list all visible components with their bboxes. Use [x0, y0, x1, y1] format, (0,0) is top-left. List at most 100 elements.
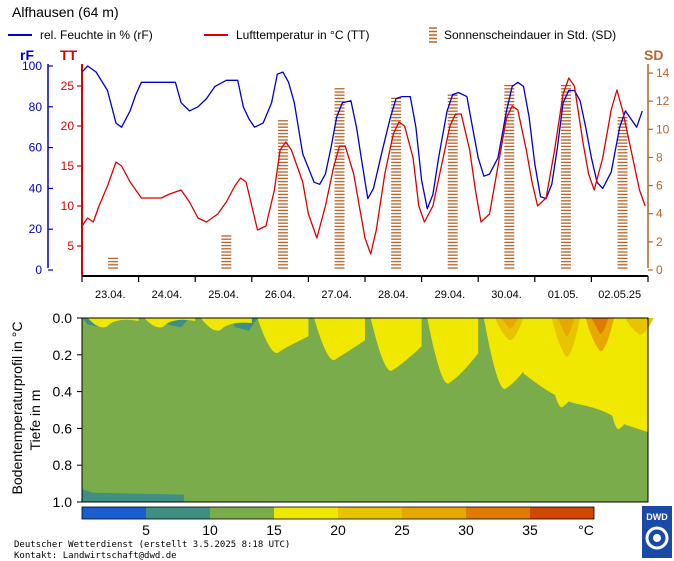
colorbar-tick-label: 5: [142, 522, 150, 538]
tt-tick-label: 10: [61, 199, 75, 213]
sd-tick-label: 14: [656, 66, 670, 80]
rh-series-line: [81, 65, 643, 210]
depth-tick-label: 1.0: [53, 494, 73, 510]
soil-warm-lobe: [314, 318, 365, 361]
colorbar-unit: °C: [578, 522, 594, 538]
colorbar-tick-label: 25: [394, 522, 410, 538]
colorbar-swatch: [210, 507, 274, 519]
soil-warm-lobe: [483, 318, 535, 390]
sunshine-bar: [334, 88, 345, 269]
soil-cool-deep-layer: [82, 489, 184, 502]
rh-tick-label: 60: [29, 141, 43, 155]
sd-tick-label: 10: [656, 122, 670, 136]
colorbar-swatch: [338, 507, 402, 519]
depth-tick-label: 0.6: [53, 420, 73, 436]
soil-hottest-core: [557, 318, 575, 337]
date-label: 02.05.25: [598, 289, 641, 301]
tt-tick-label: 5: [67, 239, 74, 253]
date-label: 28.04.: [378, 289, 409, 301]
date-label: 26.04.: [265, 289, 296, 301]
soil-profile-heatmap: 0.0 0.2 0.4 0.6 0.8 1.0: [53, 310, 654, 510]
soil-hot-core: [551, 318, 581, 357]
rh-axis-title: rF: [20, 47, 34, 63]
colorbar-swatch: [466, 507, 530, 519]
svg-text:DWD: DWD: [646, 512, 668, 522]
depth-tick-label: 0.8: [53, 457, 73, 473]
rh-tick-label: 20: [29, 222, 43, 236]
sd-tick-label: 0: [656, 263, 663, 277]
colorbar-swatch: [274, 507, 338, 519]
depth-tick-label: 0.0: [53, 310, 73, 326]
legend-sd-label: Sonnenscheindauer in Std. (SD): [444, 28, 616, 42]
footer-contact: Kontakt: Landwirtschaft@dwd.de: [14, 551, 177, 561]
rh-tick-label: 100: [22, 59, 42, 73]
legend-rh-label: rel. Feuchte in % (rF): [40, 28, 153, 42]
date-label: 25.04.: [208, 289, 239, 301]
sunshine-bar: [277, 120, 288, 269]
colorbar-tick-label: 10: [202, 522, 218, 538]
soil-hot-core: [444, 318, 473, 332]
weather-plot: 0 20 40 60 80 100 5 10 15 20 25 0 2 4 6 8 10 12 14: [22, 59, 670, 277]
date-label: 30.04.: [491, 289, 522, 301]
sunshine-bar: [221, 235, 232, 269]
colorbar-swatch: [402, 507, 466, 519]
soil-hottest-core: [591, 318, 609, 334]
date-label: 23.04.: [95, 289, 126, 301]
soil-hot-core: [495, 318, 524, 341]
station-title: Alfhausen (64 m): [12, 4, 119, 20]
soil-hottest-core: [500, 318, 518, 329]
rh-tick-label: 40: [29, 181, 43, 195]
sunshine-bar: [560, 84, 571, 269]
soil-warm-lobe: [427, 318, 479, 384]
footer-credit: Deutscher Wetterdienst (erstellt 3.5.202…: [14, 540, 290, 550]
tt-tick-label: 15: [61, 159, 75, 173]
soil-warm-lobe: [257, 318, 309, 354]
tt-tick-label: 20: [61, 119, 75, 133]
date-label: 27.04.: [321, 289, 352, 301]
depth-axis-title: Tiefe in m: [27, 390, 43, 451]
soil-hot-core: [585, 318, 615, 352]
sunshine-bar: [391, 97, 402, 269]
sd-tick-label: 8: [656, 150, 663, 164]
colorbar-tick-label: 30: [458, 522, 474, 538]
colorbar-tick-label: 15: [266, 522, 282, 538]
colorbar-swatch: [82, 507, 146, 519]
legend-sd-swatch: [429, 27, 437, 43]
depth-tick-label: 0.2: [53, 347, 73, 363]
sunshine-bar: [617, 116, 628, 269]
tt-series-line: [81, 77, 646, 255]
dwd-logo: DWD: [642, 506, 672, 558]
soil-warm-lobe: [370, 318, 422, 371]
heatmap-frame: [81, 317, 649, 503]
rh-tick-label: 80: [29, 100, 43, 114]
sd-tick-label: 2: [656, 235, 663, 249]
soil-warm-layer: [523, 318, 648, 433]
tt-tick-label: 25: [61, 79, 75, 93]
colorbar-tick-label: 35: [522, 522, 538, 538]
depth-tick-label: 0.4: [53, 384, 73, 400]
sunshine-bar: [108, 257, 119, 269]
date-label: 29.04.: [435, 289, 466, 301]
sd-tick-label: 12: [656, 94, 670, 108]
rh-tick-label: 0: [35, 263, 42, 277]
soil-warm-lobe: [87, 318, 139, 328]
temperature-colorbar: 5 10 15 20 25 30 35 °C: [81, 506, 595, 538]
sunshine-bar: [447, 94, 458, 269]
profile-axis-title: Bodentemperaturprofil in °C: [9, 322, 25, 495]
sd-tick-label: 4: [656, 207, 663, 221]
sd-axis-title: SD: [644, 47, 663, 63]
date-axis: 23.04. 24.04. 25.04. 26.04. 27.04. 28.04. 29.0…: [81, 276, 649, 301]
header: Alfhausen (64 m) rel. Feuchte in % (rF) …: [8, 4, 616, 43]
legend-tt-label: Lufttemperatur in °C (TT): [236, 28, 370, 42]
sunshine-bar: [504, 84, 515, 269]
soil-warm-lobe: [200, 318, 252, 331]
tt-axis-title: TT: [60, 47, 78, 63]
soil-warm-lobe: [144, 318, 196, 328]
colorbar-swatch: [530, 507, 594, 519]
date-label: 01.05.: [548, 289, 579, 301]
date-label: 24.04.: [152, 289, 183, 301]
colorbar-tick-label: 20: [330, 522, 346, 538]
colorbar-frame: [81, 506, 595, 520]
soil-hot-core: [387, 318, 416, 327]
